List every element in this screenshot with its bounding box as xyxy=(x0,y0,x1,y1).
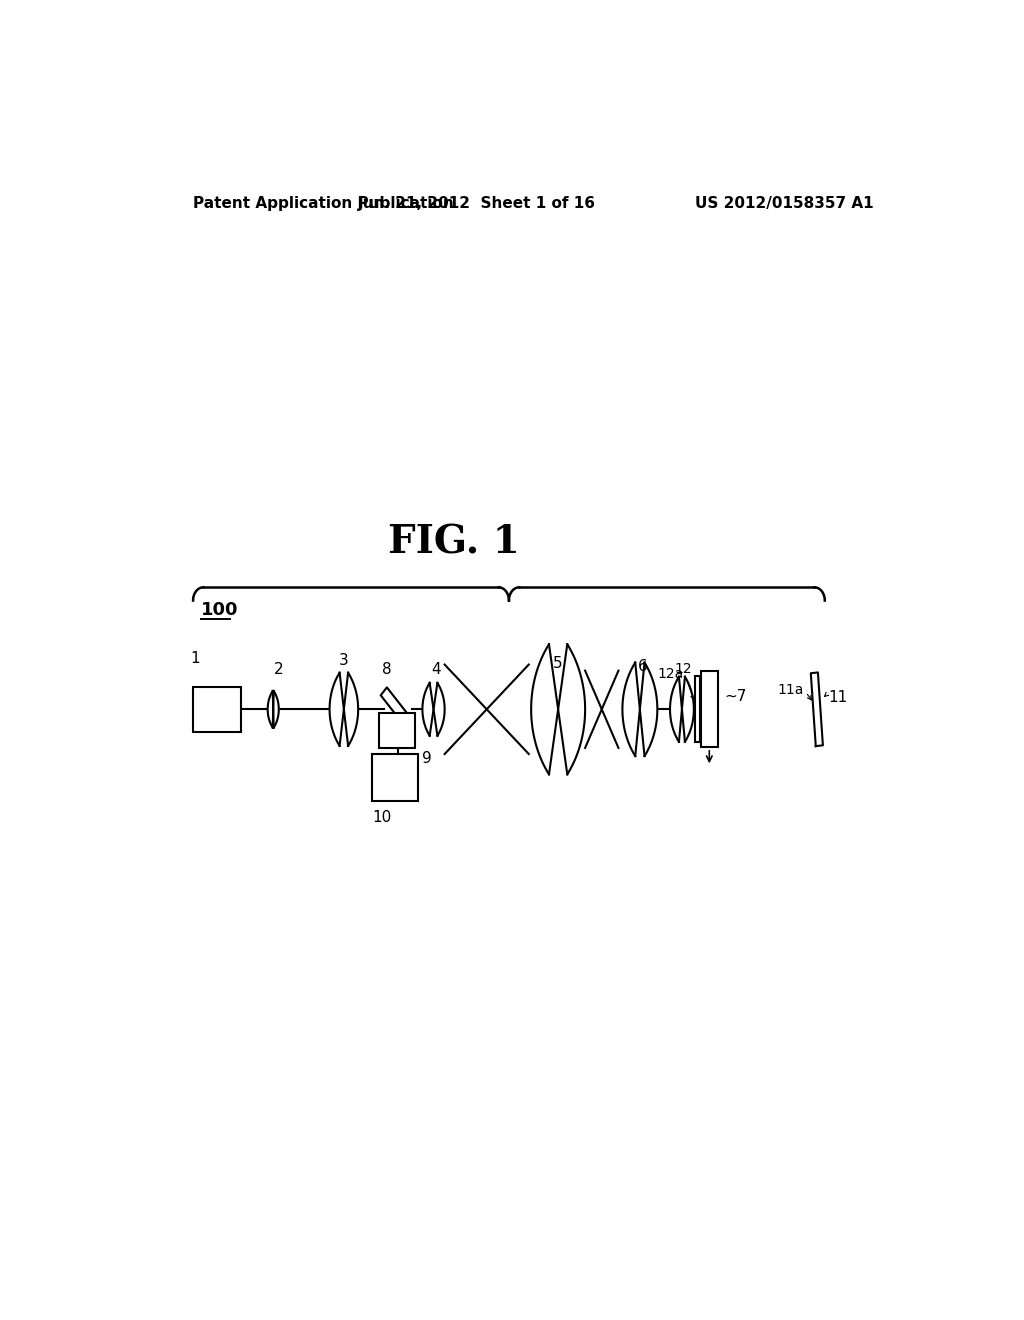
Bar xyxy=(194,686,241,731)
Polygon shape xyxy=(623,663,657,756)
Polygon shape xyxy=(670,677,694,742)
Text: 2: 2 xyxy=(274,663,284,677)
Polygon shape xyxy=(381,688,415,731)
Text: 5: 5 xyxy=(553,656,563,671)
Text: 11: 11 xyxy=(828,689,847,705)
Bar xyxy=(695,676,700,742)
Text: 11a: 11a xyxy=(778,682,804,697)
Bar xyxy=(379,713,416,748)
Text: 10: 10 xyxy=(373,809,391,825)
Text: 4: 4 xyxy=(431,663,440,677)
Text: 9: 9 xyxy=(422,751,431,766)
Text: ~7: ~7 xyxy=(725,689,748,704)
Text: 1: 1 xyxy=(190,651,201,667)
Polygon shape xyxy=(531,644,585,775)
Text: 12: 12 xyxy=(675,661,692,676)
Polygon shape xyxy=(423,682,444,735)
Text: US 2012/0158357 A1: US 2012/0158357 A1 xyxy=(695,195,873,211)
Polygon shape xyxy=(811,672,823,746)
Text: 3: 3 xyxy=(339,653,349,668)
Text: 100: 100 xyxy=(201,601,239,619)
Bar xyxy=(701,671,718,747)
Bar xyxy=(373,754,419,801)
Text: FIG. 1: FIG. 1 xyxy=(387,524,519,561)
Text: Patent Application Publication: Patent Application Publication xyxy=(194,195,454,211)
Text: 8: 8 xyxy=(382,663,391,677)
Text: 6: 6 xyxy=(637,659,647,675)
Text: 12a: 12a xyxy=(657,667,684,681)
Polygon shape xyxy=(267,690,279,727)
Polygon shape xyxy=(330,673,358,746)
Text: Jun. 21, 2012  Sheet 1 of 16: Jun. 21, 2012 Sheet 1 of 16 xyxy=(358,195,596,211)
